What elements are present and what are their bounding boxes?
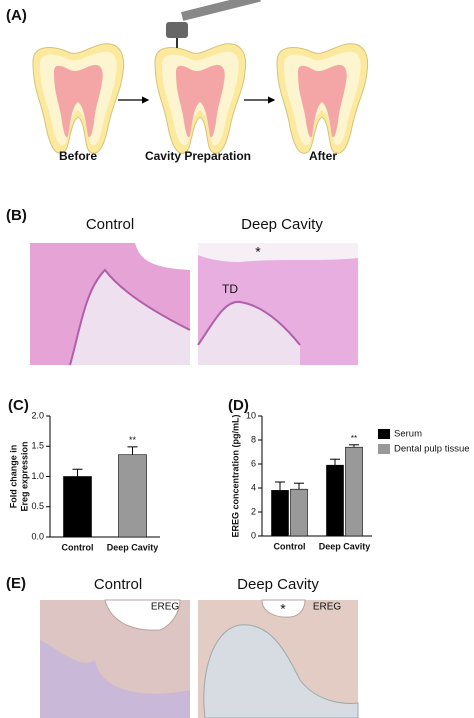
significance: ** xyxy=(351,434,357,443)
image-title: Control xyxy=(86,216,134,233)
step-label: Before xyxy=(59,149,97,163)
y-tick-label: 2.0 xyxy=(31,410,44,420)
legend-swatch xyxy=(378,444,390,454)
histology-image xyxy=(30,243,191,366)
legend-swatch xyxy=(378,429,390,439)
x-tick-label: Deep Cavity xyxy=(319,541,371,551)
y-tick-label: 4 xyxy=(251,482,256,492)
y-axis-label: Ereg expression xyxy=(19,441,29,511)
y-axis-label: EREG concentration (pg/mL) xyxy=(230,414,240,537)
bar xyxy=(271,490,289,537)
y-tick-label: 1.5 xyxy=(31,441,44,451)
x-tick-label: Deep Cavity xyxy=(107,542,159,552)
bar xyxy=(345,446,363,537)
panel-label: (B) xyxy=(6,207,27,224)
panel-label: (C) xyxy=(8,397,29,414)
ihc-image xyxy=(198,599,359,718)
image-title: Control xyxy=(94,576,142,593)
step-label: Cavity Preparation xyxy=(145,149,251,163)
bar xyxy=(290,488,308,537)
annotation: * xyxy=(255,244,261,260)
step-label: After xyxy=(309,149,337,163)
y-tick-label: 2 xyxy=(251,506,256,516)
y-tick-label: 0.0 xyxy=(31,531,44,541)
y-tick-label: 0 xyxy=(251,530,256,540)
tooth xyxy=(276,43,369,154)
x-tick-label: Control xyxy=(274,541,306,551)
x-tick-label: Control xyxy=(62,542,94,552)
y-tick-label: 1.0 xyxy=(31,471,44,481)
y-axis-label: Fold change in xyxy=(8,445,18,509)
annotation: * xyxy=(280,601,286,617)
tooth xyxy=(154,43,247,154)
tooth xyxy=(32,43,125,154)
ihc-image xyxy=(40,599,190,718)
panel-label: (E) xyxy=(6,575,26,592)
y-tick-label: 10 xyxy=(246,410,256,420)
y-tick-label: 0.5 xyxy=(31,501,44,511)
annotation: TD xyxy=(222,282,238,296)
drill xyxy=(166,0,261,48)
significance: ** xyxy=(129,435,137,445)
y-tick-label: 8 xyxy=(251,434,256,444)
bar xyxy=(326,464,344,537)
bar xyxy=(118,454,147,538)
annotation: EREG xyxy=(313,602,342,613)
image-title: Deep Cavity xyxy=(237,576,319,593)
image-title: Deep Cavity xyxy=(241,216,323,233)
panel-label: (D) xyxy=(228,397,249,414)
legend-label: Serum xyxy=(394,429,422,440)
histology-image xyxy=(197,243,358,365)
y-tick-label: 6 xyxy=(251,458,256,468)
bar xyxy=(63,476,92,538)
panel-label: (A) xyxy=(6,7,27,24)
legend-label: Dental pulp tissue xyxy=(394,444,470,455)
annotation: EREG xyxy=(151,602,180,613)
